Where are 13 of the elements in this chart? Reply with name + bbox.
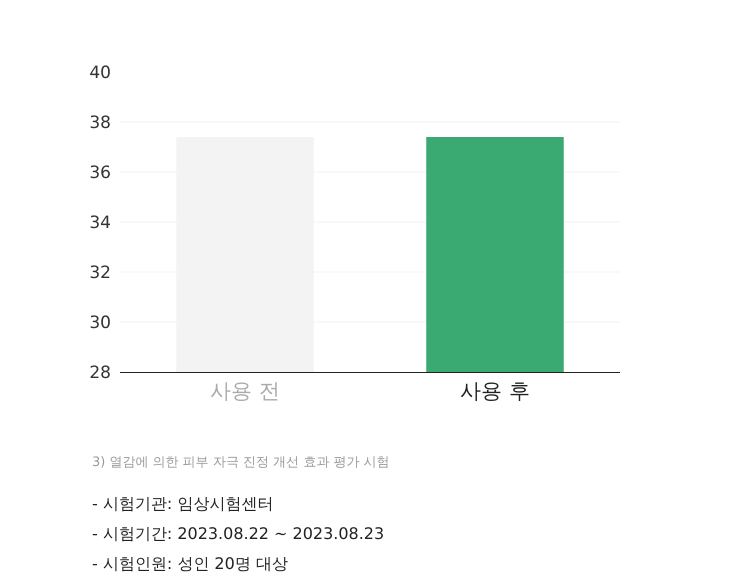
y-tick-label: 28 [89,362,111,383]
text: - 시험기간: 2023.08.22 ~ 2023.08.23 [92,524,384,543]
text: - 시험인원: 성인 20명 대상 [92,554,288,573]
y-tick-label: 36 [89,162,111,183]
x-tick-label: 사용 전 [210,379,280,404]
y-tick-label: 34 [89,212,111,233]
y-tick-label: 38 [89,112,111,133]
x-tick-label: 사용 후 [460,379,530,404]
y-tick-label: 30 [89,312,111,333]
text: - 시험기관: 임상시험센터 [92,494,274,513]
text: 3) 열감에 의한 피부 자극 진정 개선 효과 평가 시험 [92,455,390,470]
y-tick-label: 32 [89,262,111,283]
y-tick-label: 40 [89,62,111,83]
